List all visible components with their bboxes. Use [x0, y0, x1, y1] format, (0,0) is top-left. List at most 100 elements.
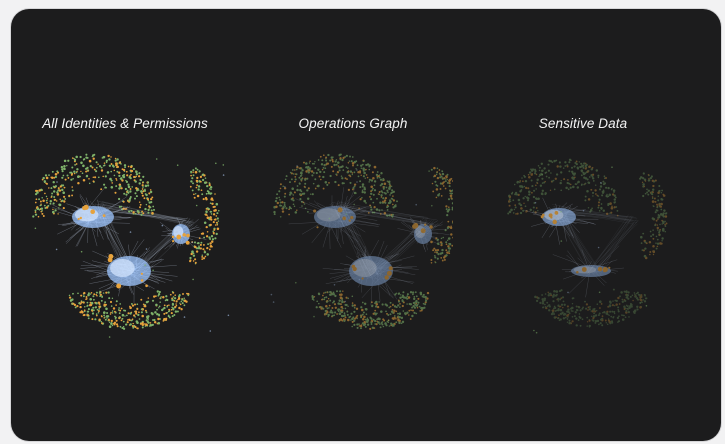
- graph-node: [120, 319, 123, 322]
- graph-node: [661, 213, 664, 216]
- graph-node: [606, 310, 609, 313]
- graph-node: [380, 194, 383, 197]
- graph-node: [592, 319, 595, 322]
- graph-node: [210, 210, 213, 213]
- graph-node: [100, 166, 103, 169]
- graph-edge: [377, 226, 432, 278]
- graph-node: [643, 300, 647, 303]
- graph-node: [372, 177, 375, 180]
- graph-node: [356, 323, 359, 326]
- graph-edge: [341, 201, 372, 272]
- graph-node: [665, 212, 668, 214]
- graph-edge: [324, 215, 330, 227]
- graph-node: [372, 318, 375, 321]
- graph-node: [95, 166, 98, 169]
- graph-node: [366, 163, 370, 166]
- graph-node: [587, 198, 591, 201]
- graph-node: [141, 188, 144, 190]
- graph-node: [556, 298, 559, 301]
- graph-node: [659, 223, 661, 226]
- graph-node: [37, 215, 40, 218]
- highlight-node: [182, 233, 186, 237]
- highlight-node: [82, 206, 87, 211]
- graph-node: [137, 210, 140, 213]
- graph-node: [617, 306, 620, 309]
- graph-node: [168, 316, 171, 319]
- graph-edge: [397, 228, 421, 234]
- graph-node: [664, 225, 667, 227]
- graph-node: [71, 189, 74, 192]
- graph-node: [32, 215, 35, 218]
- graph-node: [115, 185, 118, 188]
- graph-node: [292, 194, 294, 196]
- graph-node: [142, 212, 145, 215]
- graph-edge: [98, 210, 189, 219]
- graph-node: [448, 178, 452, 182]
- graph-node: [343, 312, 346, 315]
- graph-node: [174, 294, 176, 296]
- graph-node: [284, 205, 286, 208]
- graph-node: [625, 290, 628, 293]
- graph-node: [648, 178, 650, 180]
- graph-node: [627, 310, 631, 314]
- graph-edge: [340, 188, 356, 221]
- graph-node: [608, 300, 612, 303]
- graph-node: [659, 215, 661, 217]
- graph-node: [560, 289, 563, 292]
- graph-node: [608, 305, 611, 308]
- graph-node: [132, 167, 135, 171]
- graph-edge: [421, 230, 450, 235]
- graph-node: [325, 296, 328, 299]
- graph-node: [144, 193, 147, 195]
- graph-node: [81, 172, 84, 175]
- graph-edge: [592, 221, 627, 275]
- graph-node: [621, 318, 625, 321]
- graph-node: [534, 201, 537, 204]
- graph-node: [587, 181, 591, 185]
- graph-node: [424, 303, 427, 306]
- graph-node: [191, 251, 194, 254]
- graph-node: [652, 184, 655, 188]
- graph-node: [196, 184, 198, 186]
- highlight-node: [430, 240, 433, 244]
- graph-node: [336, 171, 340, 174]
- graph-node: [595, 193, 597, 195]
- graph-edge: [372, 219, 430, 271]
- graph-node: [647, 174, 650, 176]
- graph-node: [333, 284, 336, 286]
- graph-node: [120, 205, 123, 208]
- graph-node: [182, 293, 184, 295]
- graph-node: [380, 322, 383, 324]
- node-shell: [32, 153, 156, 218]
- graph-node: [643, 254, 647, 258]
- graph-node: [95, 291, 98, 294]
- graph-node: [525, 210, 527, 213]
- graph-node: [566, 164, 569, 167]
- graph-node: [551, 312, 554, 315]
- graph-node: [624, 307, 627, 310]
- graph-node: [320, 307, 323, 310]
- graph-node: [283, 201, 286, 204]
- graph-node: [575, 162, 578, 166]
- graph-node: [652, 229, 654, 231]
- graph-node: [222, 174, 225, 176]
- graph-edge: [599, 216, 633, 276]
- graph-node: [586, 325, 588, 327]
- graph-node: [570, 159, 572, 162]
- graph-node: [607, 195, 610, 198]
- graph-node: [420, 293, 423, 295]
- graph-node: [435, 237, 438, 240]
- highlight-node: [342, 216, 347, 221]
- graph-node: [645, 297, 647, 300]
- graph-node: [411, 306, 414, 309]
- graph-node: [591, 207, 593, 210]
- graph-node: [193, 241, 197, 244]
- graph-edge: [362, 275, 383, 281]
- graph-node: [192, 174, 195, 177]
- graph-node: [55, 200, 58, 202]
- graph-node: [526, 197, 530, 200]
- graph-node: [582, 172, 586, 176]
- graph-node: [544, 306, 547, 308]
- graph-node: [284, 192, 287, 195]
- graph-node: [129, 188, 132, 190]
